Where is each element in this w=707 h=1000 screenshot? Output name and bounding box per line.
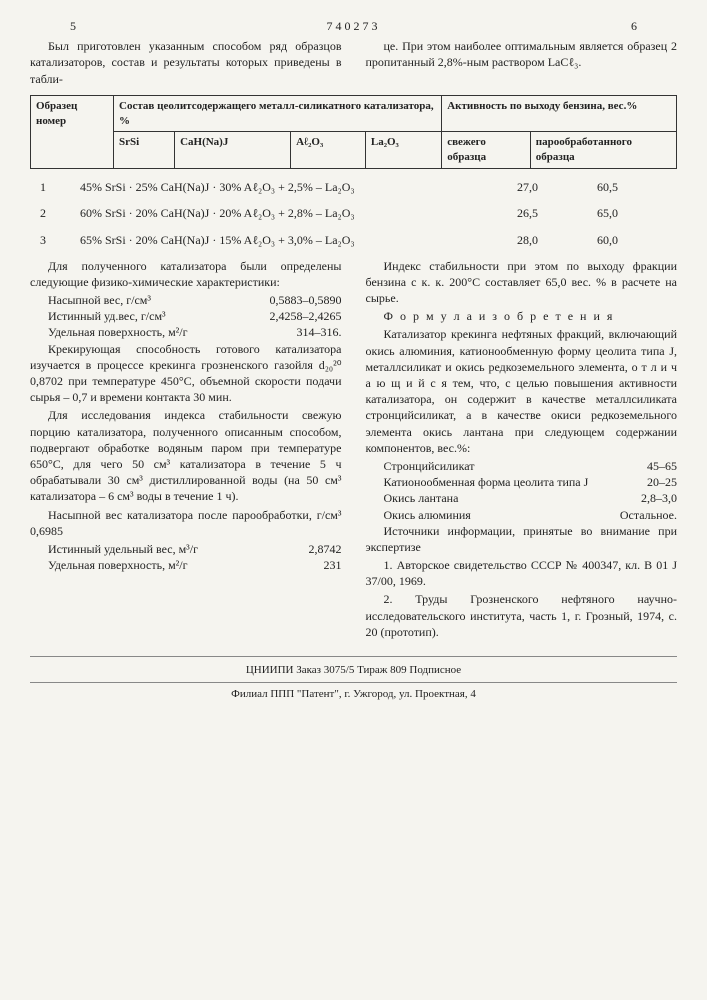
right-p2: Катализатор крекинга нефтяных фракций, в…	[366, 326, 678, 456]
th-fresh: свежего образца	[442, 132, 531, 169]
page-right: 6	[631, 18, 637, 34]
row-composition: 65% SrSi · 20% CaH(Na)J · 15% Aℓ₂O₃ + 3,…	[80, 232, 517, 248]
component-value: 2,8–3,0	[641, 490, 677, 506]
right-p1: Индекс стабильности при этом по выходу ф…	[366, 258, 678, 307]
char-label: Удельная поверхность, м²/г	[48, 557, 188, 573]
row-a2: 60,5	[597, 179, 677, 195]
th-sample: Образец номер	[31, 95, 114, 168]
th-srsi: SrSi	[114, 132, 175, 169]
row-a2: 65,0	[597, 205, 677, 221]
left-p2: Крекирующая способность готового катализ…	[30, 341, 342, 406]
char-value: 2,4258–2,4265	[270, 308, 342, 324]
row-composition: 45% SrSi · 25% CaH(Na)J · 30% Aℓ₂O₃ + 2,…	[80, 179, 517, 195]
left-p1: Для полученного катализатора были опреде…	[30, 258, 342, 290]
th-al2o3: Aℓ₂O₃	[291, 132, 366, 169]
footer-line2: Филиал ППП "Патент", г. Ужгород, ул. Про…	[30, 682, 677, 702]
char-label: Истинный удельный вес, м³/г	[48, 541, 198, 557]
source-1: 1. Авторское свидетельство СССР № 400347…	[366, 557, 678, 589]
intro-right: це. При этом наиболее оптимальным являет…	[366, 38, 678, 87]
row-a1: 28,0	[517, 232, 597, 248]
th-la2o3: La₂O₃	[365, 132, 441, 169]
row-a2: 60,0	[597, 232, 677, 248]
left-p4: Насыпной вес катализатора после парообра…	[30, 507, 342, 539]
component-label: Стронцийсиликат	[384, 458, 475, 474]
th-activity: Активность по выходу бензина, вес.%	[442, 95, 677, 132]
doc-number: 740273	[327, 18, 381, 34]
row-num: 3	[30, 232, 80, 248]
component-label: Окись алюминия	[384, 507, 471, 523]
row-num: 2	[30, 205, 80, 221]
left-column: Для полученного катализатора были опреде…	[30, 258, 342, 642]
intro-left: Был приготовлен указанным способом ряд о…	[30, 38, 342, 87]
row-composition: 60% SrSi · 20% CaH(Na)J · 20% Aℓ₂O₃ + 2,…	[80, 205, 517, 221]
th-cah: CaH(Na)J	[175, 132, 291, 169]
right-column: Индекс стабильности при этом по выходу ф…	[366, 258, 678, 642]
row-a1: 26,5	[517, 205, 597, 221]
char-value: 2,8742	[309, 541, 342, 557]
footer-line1: ЦНИИПИ Заказ 3075/5 Тираж 809 Подписное	[30, 663, 677, 678]
component-value: Остальное.	[620, 507, 677, 523]
char-value: 231	[324, 557, 342, 573]
component-value: 45–65	[647, 458, 677, 474]
results-table: Образец номер Состав цеолитсодержащего м…	[30, 95, 677, 169]
formula-title: Ф о р м у л а и з о б р е т е н и я	[366, 308, 678, 324]
source-2: 2. Труды Грозненского нефтяного научно-и…	[366, 591, 678, 640]
char-label: Насыпной вес, г/см³	[48, 292, 151, 308]
left-p3: Для исследования индекса стабильности св…	[30, 407, 342, 504]
sources-title: Источники информации, принятые во вниман…	[366, 523, 678, 555]
char-label: Удельная поверхность, м²/г	[48, 324, 188, 340]
th-composition: Состав цеолитсодержащего металл-силикатн…	[114, 95, 442, 132]
char-label: Истинный уд.вес, г/см³	[48, 308, 166, 324]
row-num: 1	[30, 179, 80, 195]
char-value: 0,5883–0,5890	[270, 292, 342, 308]
th-steamed: парообработанного образца	[530, 132, 676, 169]
component-value: 20–25	[647, 474, 677, 490]
component-label: Окись лантана	[384, 490, 459, 506]
component-label: Катионообменная форма цеолита типа J	[384, 474, 589, 490]
footer: ЦНИИПИ Заказ 3075/5 Тираж 809 Подписное …	[30, 656, 677, 702]
row-a1: 27,0	[517, 179, 597, 195]
page-left: 5	[70, 18, 76, 34]
char-value: 314–316.	[297, 324, 342, 340]
